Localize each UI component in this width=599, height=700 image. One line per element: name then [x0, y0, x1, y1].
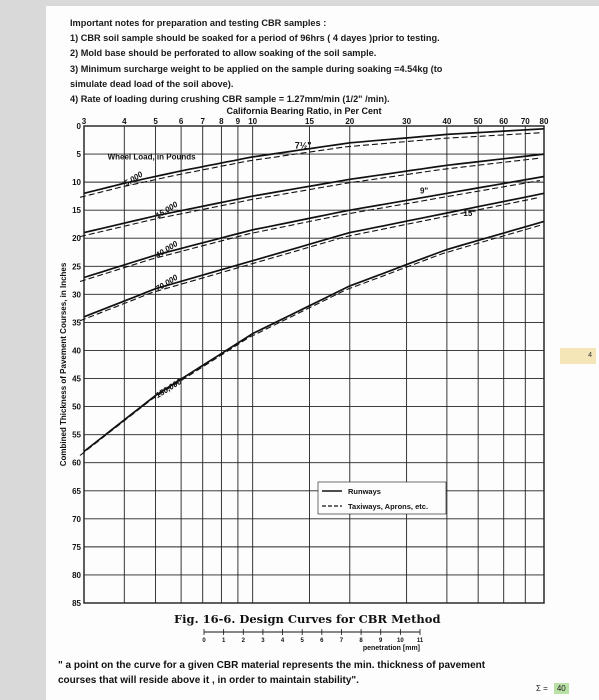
annotation-9-inch: 9" [420, 186, 428, 195]
taxiway-curve [79, 179, 541, 283]
runway-curve [83, 220, 545, 453]
x-tick-label: 70 [521, 117, 530, 126]
y-tick-label: 45 [72, 375, 81, 384]
penetration-tick-label: 5 [301, 638, 305, 644]
legend-title: Wheel Load, in Pounds [108, 153, 197, 162]
taxiway-curve [79, 132, 541, 198]
taxiway-curve [79, 157, 541, 238]
annotation-7-5-inch: 7½" [295, 140, 312, 150]
plot-frame [83, 125, 545, 604]
taxiway-curve [79, 224, 541, 456]
y-tick-label: 70 [72, 515, 81, 524]
annotation-15-inch: 15" [463, 209, 476, 218]
x-tick-label: 30 [402, 117, 411, 126]
y-tick-label: 60 [72, 459, 81, 468]
y-tick-label: 35 [72, 318, 81, 327]
runway-curve [83, 192, 545, 318]
penetration-tick-label: 3 [261, 638, 265, 644]
x-tick-label: 10 [248, 117, 257, 126]
y-tick-label: 5 [77, 150, 82, 159]
penetration-tick-label: 11 [417, 638, 424, 644]
x-tick-label: 60 [499, 117, 508, 126]
series-label: 150,000 [154, 377, 184, 400]
y-axis-title: Combined Thickness of Pavement Courses, … [59, 262, 68, 466]
sum-value: 40 [553, 683, 569, 694]
x-tick-label: 40 [442, 117, 451, 126]
footnote-line-2: courses that will reside above it , in o… [58, 675, 359, 686]
y-tick-label: 10 [72, 178, 81, 187]
x-tick-label: 50 [474, 117, 483, 126]
figure-caption: Fig. 16-6. Design Curves for CBR Method [174, 612, 441, 626]
document-page [46, 6, 599, 700]
series-label: 5,000 [123, 169, 145, 188]
y-tick-label: 80 [72, 571, 81, 580]
y-tick-label: 55 [72, 431, 81, 440]
spreadsheet-cell[interactable]: 4 [560, 348, 596, 364]
sum-label: Σ = [536, 684, 548, 693]
x-tick-label: 9 [236, 117, 241, 126]
legend-label-taxiways: Taxiways, Aprons, etc. [348, 502, 428, 511]
y-tick-label: 0 [77, 122, 82, 131]
x-axis-title: California Bearing Ratio, in Per Cent [226, 106, 381, 116]
cbr-notes: Important notes for preparation and test… [70, 16, 570, 107]
penetration-tick-label: 4 [281, 638, 285, 644]
x-tick-label: 6 [179, 117, 184, 126]
y-tick-label: 85 [72, 599, 81, 608]
note-3-cont: simulate dead load of the soil above). [70, 78, 234, 89]
penetration-tick-label: 2 [242, 638, 246, 644]
x-tick-label: 5 [153, 117, 158, 126]
penetration-tick-label: 6 [320, 638, 324, 644]
footnote: " a point on the curve for a given CBR m… [58, 658, 485, 688]
y-tick-label: 25 [72, 262, 81, 271]
runway-curve [83, 127, 545, 195]
taxiway-curve [79, 196, 541, 322]
y-tick-label: 20 [72, 234, 81, 243]
penetration-tick-label: 9 [379, 638, 383, 644]
x-tick-label: 4 [122, 117, 127, 126]
runway-curve [83, 175, 545, 279]
y-tick-label: 40 [72, 346, 81, 355]
y-tick-label: 15 [72, 206, 81, 215]
penetration-tick-label: 10 [397, 638, 404, 644]
y-tick-label: 65 [72, 487, 81, 496]
note-4: 4) Rate of loading during crushing CBR s… [70, 94, 390, 105]
y-tick-label: 30 [72, 290, 81, 299]
footnote-line-1: " a point on the curve for a given CBR m… [58, 660, 486, 671]
notes-title: Important notes for preparation and test… [70, 18, 327, 28]
note-2: 2) Mold base should be perforated to all… [70, 48, 377, 59]
x-tick-label: 80 [540, 117, 549, 126]
x-tick-label: 8 [219, 117, 224, 126]
x-tick-label: 3 [82, 117, 87, 126]
legend-label-runways: Runways [348, 487, 381, 496]
y-tick-label: 75 [72, 543, 81, 552]
penetration-tick-label: 8 [359, 638, 363, 644]
x-tick-label: 20 [345, 117, 354, 126]
x-tick-label: 7 [200, 117, 205, 126]
legend-box [317, 481, 447, 515]
sum-readout: Σ = 40 [536, 683, 569, 694]
y-tick-label: 50 [72, 403, 81, 412]
penetration-tick-label: 1 [222, 638, 226, 644]
penetration-label: penetration [mm] [363, 645, 420, 652]
penetration-tick-label: 7 [340, 638, 344, 644]
note-1: 1) CBR soil sample should be soaked for … [70, 33, 440, 44]
penetration-tick-label: 0 [202, 638, 206, 644]
note-3: 3) Minimum surcharge weight to be applie… [70, 63, 443, 74]
runway-curve [83, 153, 545, 234]
x-tick-label: 15 [305, 117, 314, 126]
